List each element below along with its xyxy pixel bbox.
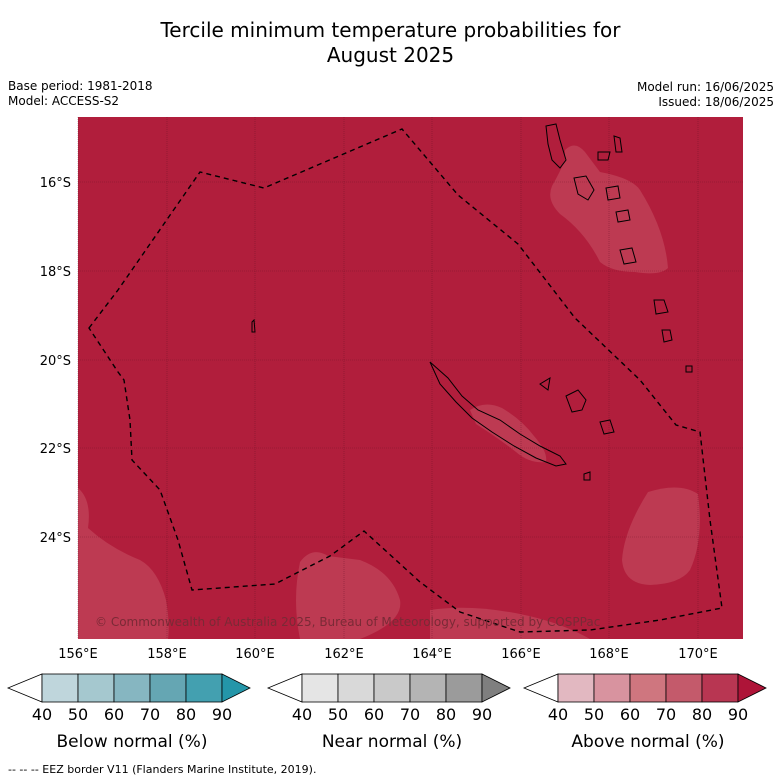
lon-tick: 168°E xyxy=(589,647,629,662)
colorbar-label: Above normal (%) xyxy=(571,732,724,752)
island-efate xyxy=(605,185,621,201)
patch-new-caledonia xyxy=(470,404,547,463)
island-anatom xyxy=(653,299,669,315)
colorbar-tick-label: 70 xyxy=(140,705,160,724)
colorbar-label: Near normal (%) xyxy=(322,732,462,752)
base-period: Base period: 1981-2018 xyxy=(8,79,153,93)
lon-tick: 166°E xyxy=(501,647,541,662)
lon-tick: 160°E xyxy=(235,647,275,662)
copyright-notice: © Commonwealth of Australia 2025, Bureau… xyxy=(95,615,600,629)
reef-chesterfield xyxy=(251,318,256,333)
title-line-2: August 2025 xyxy=(326,43,455,67)
island-erromango xyxy=(615,209,631,223)
patch-south xyxy=(296,552,401,639)
island-maewo xyxy=(613,135,623,153)
lat-tick: 24°S xyxy=(40,531,71,546)
island-lifou xyxy=(565,389,587,413)
lon-ticks: 156°E 158°E 160°E 162°E 164°E 166°E 168°… xyxy=(58,647,718,662)
meta-left: Base period: 1981-2018 Model: ACCESS-S2 xyxy=(8,79,153,109)
colorbar-segment xyxy=(701,673,739,703)
lat-tick: 22°S xyxy=(40,442,71,457)
lat-tick: 18°S xyxy=(40,265,71,280)
colorbar-tick-label: 80 xyxy=(436,705,456,724)
island-malekula xyxy=(573,175,595,201)
gridlines xyxy=(77,117,743,639)
lon-tick: 158°E xyxy=(147,647,187,662)
colorbar-segment xyxy=(301,673,339,703)
colorbar-extend-high xyxy=(221,673,251,703)
colorbar-segment xyxy=(629,673,667,703)
island-pines xyxy=(583,471,591,481)
colorbar-label: Below normal (%) xyxy=(57,732,208,752)
colorbar-tick-label: 40 xyxy=(548,705,568,724)
land-masses xyxy=(251,123,693,481)
lon-tick: 156°E xyxy=(58,647,98,662)
patch-southeast xyxy=(622,487,700,585)
colorbar-tick-label: 90 xyxy=(472,705,492,724)
lat-tick: 16°S xyxy=(40,176,71,191)
colorbar-segment xyxy=(409,673,447,703)
colorbar: 40 50 60 70 80 90 Near normal (%) xyxy=(266,673,511,752)
model-name: Model: ACCESS-S2 xyxy=(8,94,120,108)
colorbar-segment xyxy=(113,673,151,703)
colorbar-tick-label: 50 xyxy=(68,705,88,724)
colorbar-segment xyxy=(445,673,483,703)
island-ouvea xyxy=(539,377,551,391)
colorbar-tick-label: 60 xyxy=(104,705,124,724)
lat-tick: 20°S xyxy=(40,354,71,369)
colorbar-segment xyxy=(593,673,631,703)
island-hunter xyxy=(685,365,693,373)
colorbar-segment xyxy=(373,673,411,703)
patch-southwest xyxy=(78,488,169,639)
colorbar-segment xyxy=(185,673,223,703)
colorbar-segment xyxy=(77,673,115,703)
colorbar-segment xyxy=(557,673,595,703)
island-pentecost xyxy=(597,151,611,161)
issued-date: Issued: 18/06/2025 xyxy=(658,95,774,109)
new-caledonia-outline xyxy=(429,361,567,467)
colorbar-tick-label: 40 xyxy=(32,705,52,724)
lon-tick: 162°E xyxy=(324,647,364,662)
colorbar-segment xyxy=(337,673,375,703)
colorbar-tick-label: 60 xyxy=(364,705,384,724)
colorbar-tick-label: 90 xyxy=(212,705,232,724)
title-line-1: Tercile minimum temperature probabilitie… xyxy=(160,18,621,42)
colorbar-tick-label: 80 xyxy=(176,705,196,724)
island-tanna xyxy=(619,247,637,265)
colorbar-extend-high xyxy=(737,673,767,703)
colorbar-tick-label: 60 xyxy=(620,705,640,724)
colorbar-tick-label: 80 xyxy=(692,705,712,724)
chart-title: Tercile minimum temperature probabilitie… xyxy=(0,18,781,68)
colorbar-segment xyxy=(665,673,703,703)
colorbar-tick-label: 70 xyxy=(656,705,676,724)
colorbar-tick-label: 40 xyxy=(292,705,312,724)
colorbar-segment xyxy=(149,673,187,703)
lat-ticks: 16°S 18°S 20°S 22°S 24°S xyxy=(40,176,71,546)
colorbar-tick-label: 70 xyxy=(400,705,420,724)
colorbar-tick-label: 50 xyxy=(328,705,348,724)
colorbar-tick-label: 50 xyxy=(584,705,604,724)
lon-tick: 170°E xyxy=(678,647,718,662)
colorbar-extend-low xyxy=(266,673,303,703)
colorbar-tick-label: 90 xyxy=(728,705,748,724)
model-run: Model run: 16/06/2025 xyxy=(636,80,774,94)
eez-border xyxy=(88,128,723,633)
colorbar-extend-low xyxy=(522,673,559,703)
eez-footnote: -- -- -- EEZ border V11 (Flanders Marine… xyxy=(8,763,317,776)
lon-tick: 164°E xyxy=(412,647,452,662)
colorbar-segment xyxy=(41,673,79,703)
island-mare xyxy=(599,419,615,435)
colorbar-extend-high xyxy=(481,673,511,703)
meta-right: Model run: 16/06/2025 Issued: 18/06/2025 xyxy=(637,80,774,110)
island-matthew xyxy=(661,329,673,343)
colorbar-extend-low xyxy=(6,673,43,703)
island-espiritu-santo xyxy=(545,123,567,169)
map-panel: © Commonwealth of Australia 2025, Bureau… xyxy=(77,117,743,639)
